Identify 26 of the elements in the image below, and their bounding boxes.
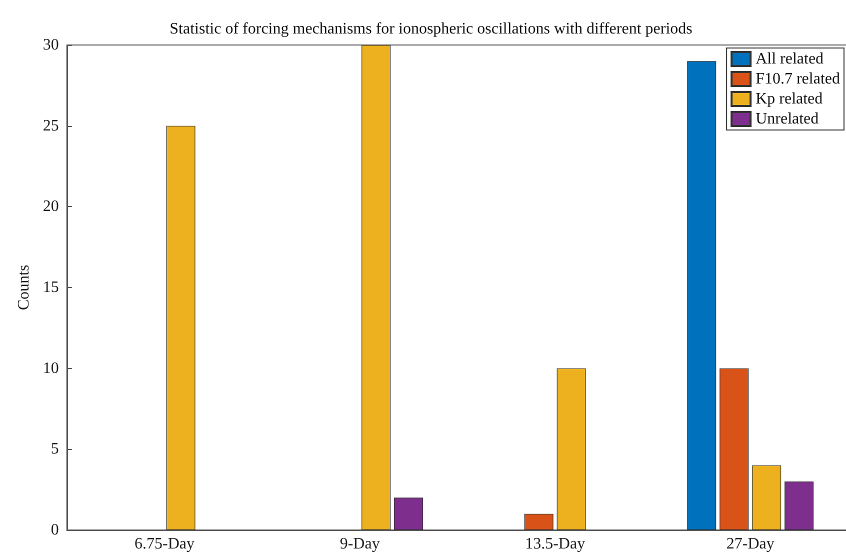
- legend-label: Kp related: [756, 90, 823, 108]
- legend-label: All related: [756, 50, 824, 68]
- bar: [720, 368, 749, 530]
- bar: [752, 465, 782, 530]
- y-tick-label: 0: [50, 522, 59, 538]
- x-tick-label: 13.5-Day: [525, 536, 586, 552]
- y-axis-title: Counts: [16, 264, 32, 310]
- x-tick-label: 27-Day: [726, 536, 774, 552]
- bar: [784, 482, 814, 530]
- y-tick-label: 15: [42, 279, 59, 296]
- bar: [524, 514, 554, 530]
- bar: [362, 45, 391, 530]
- bar: [166, 126, 196, 530]
- bar: [687, 61, 716, 530]
- y-tick-label: 30: [42, 36, 59, 54]
- legend-label: F10.7 related: [756, 70, 840, 88]
- y-tick-label: 25: [42, 117, 59, 134]
- bar: [556, 368, 586, 530]
- legend-label: Unrelated: [756, 110, 819, 128]
- bar: [394, 498, 424, 530]
- y-tick-label: 5: [50, 440, 59, 458]
- chart-title: Statistic of forcing mechanisms for ionospheric oscillations with different periods: [170, 20, 692, 38]
- y-tick-label: 10: [42, 360, 59, 377]
- x-tick-label: 6.75-Day: [134, 536, 195, 552]
- x-tick-label: 9-Day: [340, 536, 380, 552]
- y-tick-label: 20: [42, 198, 59, 216]
